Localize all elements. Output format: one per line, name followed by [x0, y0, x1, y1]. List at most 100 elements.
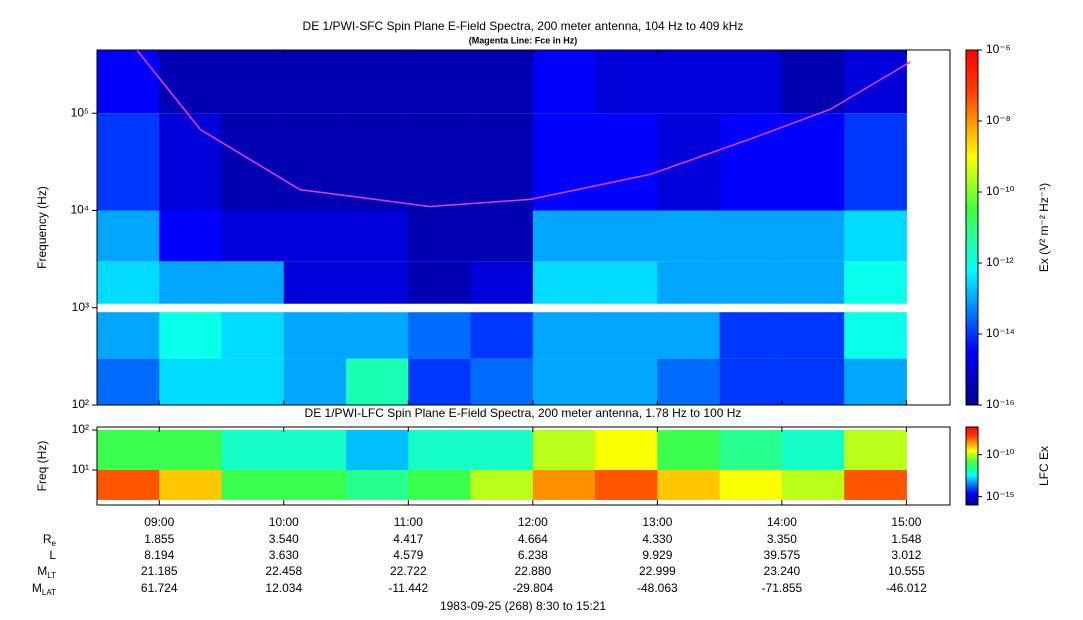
- ephemeris-value: 22.722: [390, 564, 427, 578]
- y-tick-label: 10³: [72, 300, 89, 314]
- heatmap-cell: [719, 358, 783, 405]
- colorbar-tick-label: 10⁻¹⁴: [986, 326, 1015, 340]
- heatmap-cell: [221, 358, 285, 405]
- ephemeris-label-main: R: [43, 532, 52, 546]
- heatmap-cell: [844, 261, 907, 304]
- heatmap-cell: [283, 469, 347, 500]
- heatmap-cell: [781, 312, 845, 359]
- heatmap-cell: [844, 430, 907, 470]
- heatmap-cell: [159, 210, 223, 262]
- heatmap-cell: [470, 113, 534, 211]
- heatmap-cell: [346, 469, 409, 500]
- heatmap-cell: [408, 261, 472, 304]
- heatmap-cell: [844, 469, 907, 500]
- heatmap-cell: [595, 469, 658, 500]
- colorbar-label: LFC Ex: [1037, 446, 1051, 486]
- heatmap-cell: [221, 469, 285, 500]
- heatmap-cell: [532, 358, 596, 405]
- ephemeris-label-main: L: [49, 548, 56, 562]
- ephemeris-value: 22.458: [265, 564, 302, 578]
- ephemeris-value: 39.575: [764, 548, 801, 562]
- chart-title: DE 1/PWI-LFC Spin Plane E-Field Spectra,…: [305, 406, 742, 420]
- ephemeris-value: 6.238: [518, 548, 548, 562]
- heatmap-cell: [408, 430, 472, 470]
- heatmap-cell: [97, 210, 160, 262]
- heatmap-cell: [844, 358, 907, 405]
- heatmap-cell: [781, 358, 845, 405]
- heatmap-cell: [346, 50, 409, 114]
- heatmap-cell: [844, 50, 907, 114]
- heatmap-cell: [470, 469, 534, 500]
- y-tick-label: 10⁴: [70, 203, 89, 217]
- heatmap-cell: [532, 50, 596, 114]
- ephemeris-value: -71.855: [762, 581, 803, 595]
- heatmap-cell: [532, 430, 596, 470]
- y-tick-label: 10²: [72, 422, 89, 436]
- heatmap-cell: [97, 113, 160, 211]
- heatmap-cell: [532, 113, 596, 211]
- y-axis-label: Frequency (Hz): [35, 186, 49, 269]
- heatmap-cell: [532, 261, 596, 304]
- colorbar-tick-label: 10⁻¹²: [986, 255, 1014, 269]
- heatmap-cell: [470, 358, 534, 405]
- ephemeris-label: Re: [43, 532, 57, 548]
- y-tick-label: 10¹: [72, 462, 89, 476]
- heatmap-cell: [781, 50, 845, 114]
- x-tick-label: 13:00: [642, 515, 672, 529]
- heatmap-cell: [159, 113, 223, 211]
- heatmap-cell: [470, 210, 534, 262]
- heatmap-cell: [159, 430, 223, 470]
- y-axis-label: Freq (Hz): [35, 441, 49, 492]
- heatmap-cell: [781, 469, 845, 500]
- ephemeris-value: 1.855: [144, 532, 174, 546]
- heatmap-cell: [221, 430, 285, 470]
- colorbar-tick-label: 10⁻¹⁵: [986, 489, 1015, 503]
- heatmap-cell: [719, 469, 783, 500]
- ephemeris-value: 4.417: [393, 532, 423, 546]
- heatmap-cell: [470, 50, 534, 114]
- heatmap-cell: [346, 210, 409, 262]
- heatmap-cell: [159, 261, 223, 304]
- heatmap-cell: [221, 261, 285, 304]
- heatmap-cell: [346, 430, 409, 470]
- heatmap-cell: [97, 358, 160, 405]
- ephemeris-value: 1.548: [891, 532, 921, 546]
- heatmap-cell: [595, 50, 658, 114]
- ephemeris-label-main: M: [37, 564, 47, 578]
- heatmap-cell: [97, 430, 160, 470]
- heatmap-cell: [159, 358, 223, 405]
- footer: 1983-09-25 (268) 8:30 to 15:21: [440, 599, 606, 613]
- heatmap-cell: [781, 261, 845, 304]
- heatmap-cell: [283, 113, 347, 211]
- heatmap-cell: [781, 430, 845, 470]
- ephemeris-value: -46.012: [886, 581, 927, 595]
- ephemeris-value: 9.929: [642, 548, 672, 562]
- heatmap-cell: [408, 312, 472, 359]
- ephemeris-label: MLAT: [32, 581, 56, 597]
- heatmap-cell: [657, 261, 721, 304]
- heatmap-cell: [657, 312, 721, 359]
- chart-title: DE 1/PWI-SFC Spin Plane E-Field Spectra,…: [303, 19, 744, 33]
- heatmap-cell: [97, 50, 160, 114]
- heatmap-cell: [159, 312, 223, 359]
- heatmap-cell: [657, 50, 721, 114]
- heatmap-cell: [781, 113, 845, 211]
- heatmap-cell: [470, 430, 534, 470]
- heatmap-cell: [781, 210, 845, 262]
- ephemeris-label-sub: LAT: [42, 588, 56, 597]
- chart-subtitle: (Magenta Line: Fce in Hz): [469, 35, 578, 45]
- ephemeris-value: 21.185: [141, 564, 178, 578]
- heatmap-cell: [159, 469, 223, 500]
- colorbar-tick-label: 10⁻⁶: [986, 42, 1011, 56]
- heatmap-cell: [844, 312, 907, 359]
- heatmap-cell: [346, 358, 409, 405]
- heatmap-cell: [408, 358, 472, 405]
- heatmap-cell: [719, 50, 783, 114]
- ephemeris-value: 61.724: [141, 581, 178, 595]
- colorbar-tick-label: 10⁻¹⁰: [986, 184, 1015, 198]
- x-tick-label: 15:00: [891, 515, 921, 529]
- heatmap-cell: [719, 430, 783, 470]
- heatmap-cell: [470, 312, 534, 359]
- heatmap-cell: [595, 430, 658, 470]
- ephemeris-value: 4.330: [642, 532, 672, 546]
